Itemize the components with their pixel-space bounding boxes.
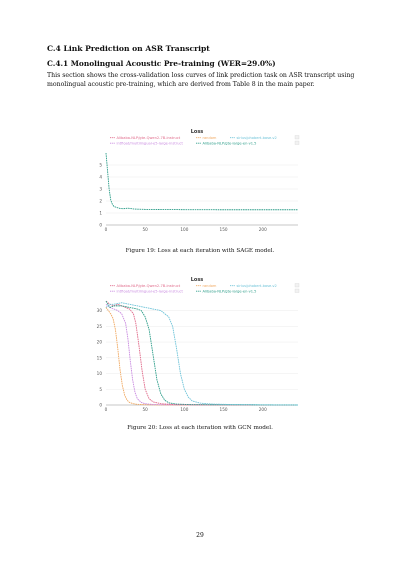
- legend-label: Alibaba-NLP/gte-Qwen2-7B-instruct: [117, 284, 181, 288]
- y-tick-label: 0: [99, 403, 102, 408]
- x-tick-label: 200: [259, 407, 267, 412]
- y-tick-label: 15: [97, 355, 103, 360]
- legend-scroll-down: [294, 288, 300, 293]
- y-tick-label: 5: [99, 163, 102, 168]
- figure-20-caption: Figure 20: Loss at each iteration with G…: [127, 425, 273, 431]
- x-tick-label: 0: [105, 407, 108, 412]
- y-tick-label: 30: [97, 308, 103, 313]
- page-number: 29: [196, 532, 204, 539]
- legend-label: Alibaba-NLP/gte-Qwen2-7B-instruct: [117, 136, 181, 140]
- legend-label: Alibaba-NLP/gte-large-en-v1.5: [203, 290, 257, 294]
- chart-title: Loss: [191, 129, 204, 135]
- x-tick-label: 150: [220, 227, 228, 232]
- legend-label: intfloat/multilingual-e5-large-instruct: [117, 142, 184, 146]
- y-tick-label: 10: [97, 371, 103, 376]
- x-tick-label: 50: [143, 407, 149, 412]
- legend-label: sirius/phobert-base-v2: [237, 136, 277, 140]
- x-tick-label: 0: [105, 227, 108, 232]
- chart-title: Loss: [191, 277, 204, 283]
- series-line: [105, 300, 299, 406]
- x-tick-label: 50: [143, 227, 149, 232]
- y-tick-label: 5: [99, 387, 102, 392]
- legend-label: sirius/phobert-base-v2: [237, 284, 277, 288]
- chart-sage-loss: Loss Alibaba-NLP/gte-Qwen2-7B-instruct ran…: [99, 129, 300, 232]
- y-tick-label: 20: [97, 340, 103, 345]
- section-heading: C.4 Link Prediction on ASR Transcript: [47, 44, 210, 53]
- legend-label: random: [203, 136, 217, 140]
- x-tick-label: 100: [180, 407, 188, 412]
- legend-scroll-up: [294, 283, 300, 288]
- series-line: [105, 307, 298, 406]
- series-line: [105, 302, 299, 406]
- y-tick-label: 25: [97, 324, 103, 329]
- y-tick-label: 4: [99, 175, 102, 180]
- y-tick-label: 1: [99, 211, 102, 216]
- y-tick-label: 2: [99, 199, 102, 204]
- series-line: [105, 300, 299, 406]
- y-tick-label: 0: [99, 223, 102, 228]
- body-paragraph: This section shows the cross-validation …: [47, 72, 355, 88]
- x-tick-label: 150: [220, 407, 228, 412]
- figure-19-caption: Figure 19: Loss at each iteration with S…: [125, 248, 275, 254]
- legend-scroll-down: [294, 140, 300, 145]
- subsection-heading: C.4.1 Monolingual Acoustic Pre-training …: [47, 59, 276, 68]
- y-tick-label: 3: [99, 187, 102, 192]
- legend-label: random: [203, 284, 217, 288]
- series-line: [105, 152, 298, 211]
- series-line: [105, 303, 299, 406]
- legend-label: Alibaba-NLP/gte-large-en-v1.5: [203, 142, 257, 146]
- x-tick-label: 200: [259, 227, 267, 232]
- legend-label: intfloat/multilingual-e5-large-instruct: [117, 290, 184, 294]
- chart-gcn-loss: Loss Alibaba-NLP/gte-Qwen2-7B-instruct ran…: [97, 277, 300, 412]
- legend-scroll-up: [294, 135, 300, 140]
- x-tick-label: 100: [180, 227, 188, 232]
